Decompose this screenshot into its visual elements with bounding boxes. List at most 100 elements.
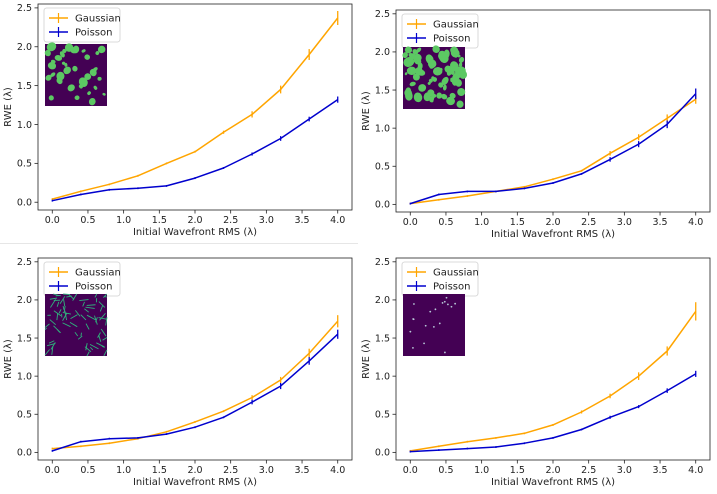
- y-tick-label: 1.5: [375, 333, 390, 344]
- inset-blob: [93, 85, 98, 90]
- inset-fiber: [94, 293, 98, 298]
- inset-blob: [458, 56, 465, 63]
- inset-blob: [50, 72, 56, 77]
- y-axis-label: RWE (λ): [3, 87, 14, 127]
- inset-blob: [49, 95, 54, 100]
- inset-fiber: [105, 317, 108, 326]
- y-tick-label: 2.0: [17, 42, 32, 53]
- legend-label-poisson: Poisson: [75, 282, 112, 293]
- inset-fiber: [70, 314, 78, 319]
- x-axis-label: Initial Wavefront RMS (λ): [491, 229, 615, 240]
- y-axis-label: RWE (λ): [361, 91, 372, 131]
- inset-fiber: [77, 335, 83, 340]
- inset-fiber: [49, 297, 58, 300]
- inset-blob: [438, 82, 444, 88]
- inset-dot: [412, 346, 414, 349]
- inset-image-dense-blobs: [402, 45, 468, 109]
- inset-blob: [102, 92, 106, 96]
- inset-fiber: [103, 293, 108, 298]
- inset-fiber: [94, 315, 98, 325]
- inset-blob: [428, 78, 433, 83]
- inset-blob: [427, 59, 437, 69]
- inset-fiber: [68, 294, 75, 300]
- legend-label-gaussian: Gaussian: [433, 268, 479, 279]
- x-axis-label: Initial Wavefront RMS (λ): [133, 477, 257, 488]
- inset-dot: [454, 302, 457, 305]
- y-tick-label: 0.5: [375, 162, 390, 173]
- x-tick-label: 2.0: [545, 217, 560, 228]
- inset-blob: [431, 76, 435, 81]
- x-tick-label: 2.5: [581, 465, 596, 476]
- series-line-poisson: [410, 93, 697, 205]
- inset-blob: [44, 49, 51, 57]
- inset-dot: [450, 305, 453, 308]
- inset-blob: [402, 52, 408, 59]
- x-tick-label: 1.5: [510, 465, 525, 476]
- inset-fiber: [62, 305, 65, 310]
- inset-blob: [72, 45, 80, 54]
- y-tick-label: 1.5: [375, 85, 390, 96]
- x-tick-label: 2.5: [223, 215, 238, 226]
- inset-fiber: [62, 311, 71, 315]
- inset-blob: [436, 92, 443, 99]
- x-tick-label: 2.5: [581, 217, 596, 228]
- y-tick-label: 0.0: [17, 198, 32, 209]
- inset-fiber: [49, 319, 56, 326]
- inset-blob: [59, 51, 65, 58]
- inset-fiber: [44, 323, 50, 328]
- inset-blob: [404, 46, 413, 54]
- inset-blob: [63, 66, 71, 75]
- inset-blob: [97, 45, 106, 54]
- inset-fiber: [85, 323, 90, 330]
- y-tick-label: 0.0: [375, 448, 390, 459]
- inset-blob: [412, 73, 420, 81]
- legend-label-poisson: Poisson: [433, 34, 470, 45]
- inset-fiber: [62, 313, 68, 321]
- inset-fiber: [100, 328, 107, 337]
- y-tick-label: 1.0: [375, 371, 390, 382]
- inset-dot: [444, 351, 446, 354]
- inset-fiber: [103, 295, 107, 298]
- inset-fiber: [86, 314, 96, 321]
- inset-blob: [56, 77, 63, 85]
- inset-fiber: [89, 343, 99, 350]
- legend-label-poisson: Poisson: [75, 28, 112, 39]
- inset-fiber: [69, 321, 78, 328]
- inset-blob: [439, 68, 443, 72]
- inset-blob: [95, 51, 100, 56]
- inset-blob: [456, 100, 464, 108]
- inset-fiber: [89, 346, 94, 351]
- inset-fiber: [102, 337, 108, 341]
- inset-fiber: [48, 340, 55, 344]
- x-tick-label: 1.0: [474, 465, 489, 476]
- inset-blob: [441, 93, 448, 100]
- inset-blob: [427, 81, 431, 85]
- inset-fiber: [96, 342, 105, 348]
- inset-fiber: [98, 301, 106, 308]
- y-tick-label: 2.5: [375, 9, 390, 20]
- y-tick-label: 2.5: [375, 257, 390, 268]
- inset-fiber: [75, 310, 81, 317]
- inset-dot: [443, 300, 446, 303]
- inset-dot: [438, 322, 441, 325]
- inset-blob: [429, 95, 435, 102]
- inset-fiber: [72, 293, 78, 301]
- y-tick-label: 1.5: [17, 333, 32, 344]
- inset-blob: [46, 42, 57, 52]
- y-tick-label: 0.5: [17, 159, 32, 170]
- x-tick-label: 0.0: [403, 217, 418, 228]
- inset-blob: [419, 63, 423, 68]
- y-tick-label: 1.5: [17, 81, 32, 92]
- inset-fiber: [63, 293, 71, 295]
- inset-blob: [432, 45, 440, 54]
- legend-label-gaussian: Gaussian: [75, 268, 121, 279]
- inset-blob: [87, 91, 91, 95]
- inset-fiber: [58, 309, 62, 314]
- inset-blob: [446, 96, 455, 106]
- x-tick-label: 2.0: [187, 215, 202, 226]
- x-tick-label: 4.0: [688, 465, 703, 476]
- inset-fiber: [63, 299, 66, 307]
- y-tick-label: 1.0: [375, 123, 390, 134]
- y-tick-label: 0.5: [17, 410, 32, 421]
